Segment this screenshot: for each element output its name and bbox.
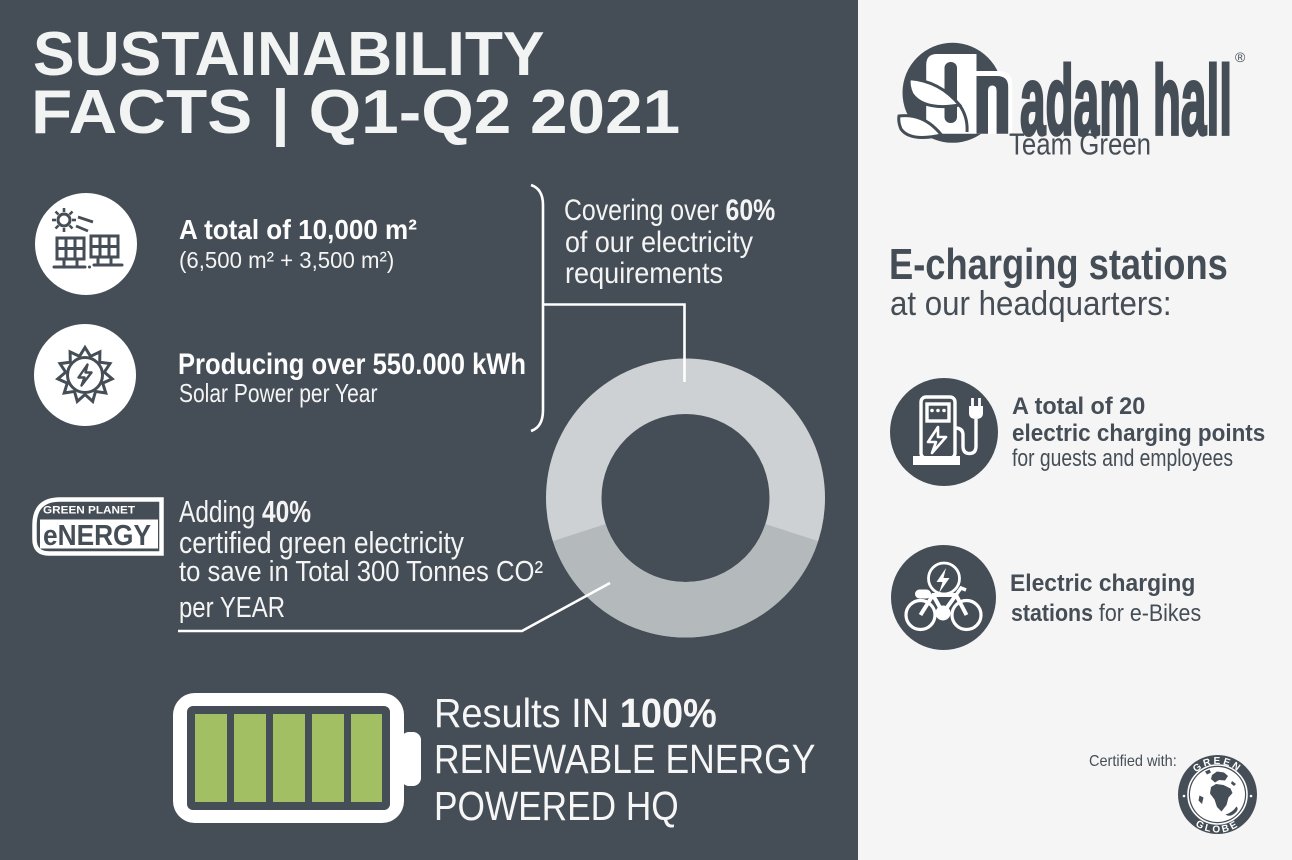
svg-text:GREEN PLANET: GREEN PLANET	[43, 505, 135, 517]
svg-text:®: ®	[1235, 49, 1246, 65]
svg-text:Team Green: Team Green	[1009, 127, 1151, 162]
svg-text:adam hall: adam hall	[1020, 46, 1232, 156]
svg-text:eNERGY: eNERGY	[43, 520, 151, 552]
